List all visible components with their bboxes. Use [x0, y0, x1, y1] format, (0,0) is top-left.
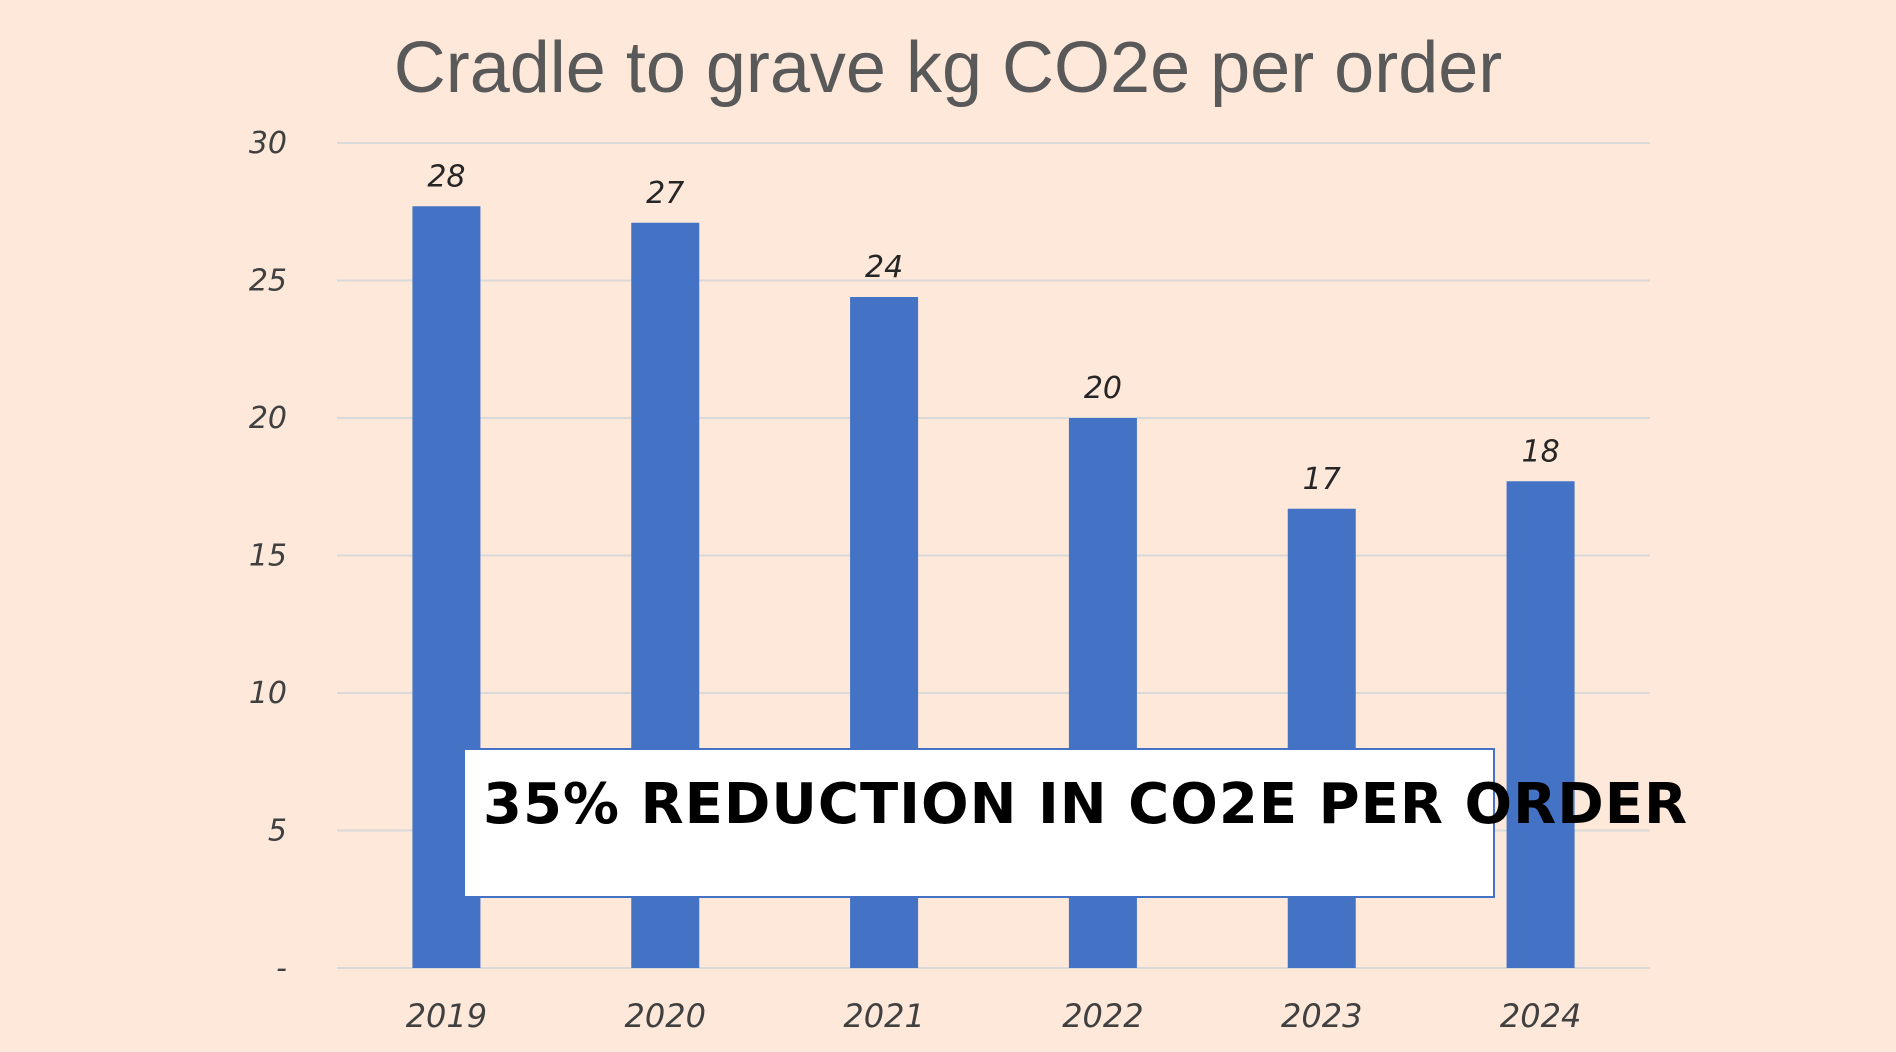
data-label-2019: 28 — [427, 159, 465, 194]
y-tick-label: 10 — [249, 676, 287, 711]
chart-title: Cradle to grave kg CO2e per order — [394, 28, 1503, 108]
y-tick-label: 25 — [249, 264, 287, 299]
bar-2023 — [1287, 508, 1356, 968]
category-label-2023: 2023 — [1281, 997, 1362, 1035]
data-label-2022: 20 — [1084, 371, 1122, 406]
category-label-2024: 2024 — [1500, 997, 1581, 1035]
y-tick-label: 20 — [249, 401, 287, 436]
y-tick-label: - — [276, 951, 287, 986]
data-label-2021: 24 — [865, 250, 903, 285]
data-label-2023: 17 — [1303, 462, 1341, 497]
category-label-2019: 2019 — [406, 997, 487, 1035]
y-axis-ticks: - 5 10 15 20 25 30 — [249, 126, 287, 986]
category-label-2022: 2022 — [1062, 997, 1143, 1035]
annotation-callout: 35% REDUCTION IN CO2E PER ORDER — [463, 748, 1687, 898]
y-tick-label: 30 — [249, 126, 287, 161]
y-tick-label: 5 — [268, 814, 287, 849]
data-labels: 28 27 24 20 17 18 — [427, 159, 1559, 497]
annotation-text: 35% REDUCTION IN CO2E PER ORDER — [483, 772, 1689, 837]
category-label-2020: 2020 — [625, 997, 706, 1035]
data-label-2024: 18 — [1521, 434, 1559, 469]
bar-2024 — [1506, 481, 1575, 968]
category-labels: 2019 2020 2021 2022 2023 2024 — [406, 997, 1582, 1035]
data-label-2020: 27 — [646, 176, 684, 211]
y-tick-label: 15 — [249, 539, 287, 574]
category-label-2021: 2021 — [843, 997, 924, 1035]
